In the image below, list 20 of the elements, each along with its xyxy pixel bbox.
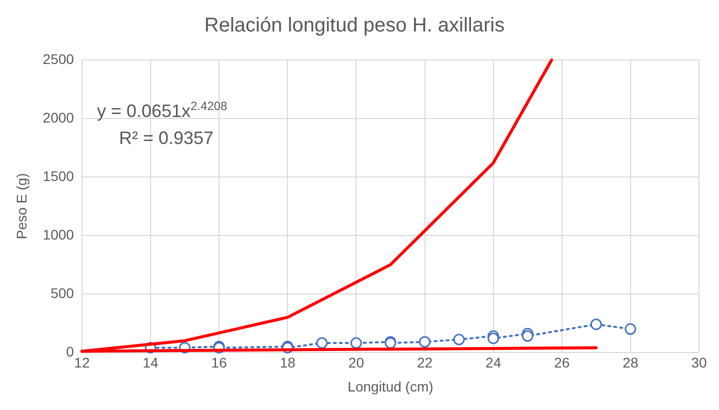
x-tick-label: 18 xyxy=(280,354,296,371)
x-tick-label: 16 xyxy=(211,354,228,371)
x-tick-label: 30 xyxy=(691,354,707,371)
x-tick-label: 26 xyxy=(554,354,570,371)
y-tick-label: 0 xyxy=(66,343,74,360)
chart-title: Relación longitud peso H. axillaris xyxy=(204,14,505,37)
x-tick-label: 20 xyxy=(348,354,364,371)
y-tick-label: 2500 xyxy=(42,50,74,67)
x-tick-label: 22 xyxy=(416,354,433,371)
y-tick-label: 1500 xyxy=(42,168,74,184)
x-tick-label: 12 xyxy=(74,354,90,371)
x-axis-title: Longitud (cm) xyxy=(348,378,434,394)
y-tick-label: 1000 xyxy=(42,226,74,242)
x-tick-label: 24 xyxy=(486,354,502,371)
annotation: R² = 0.9357 xyxy=(118,128,214,148)
y-axis-title: Peso E (g) xyxy=(13,173,30,240)
y-tick-label: 2000 xyxy=(42,109,74,126)
y-tick-label: 500 xyxy=(50,284,74,301)
x-tick-label: 14 xyxy=(142,354,159,371)
x-tick-label: 28 xyxy=(622,354,638,371)
